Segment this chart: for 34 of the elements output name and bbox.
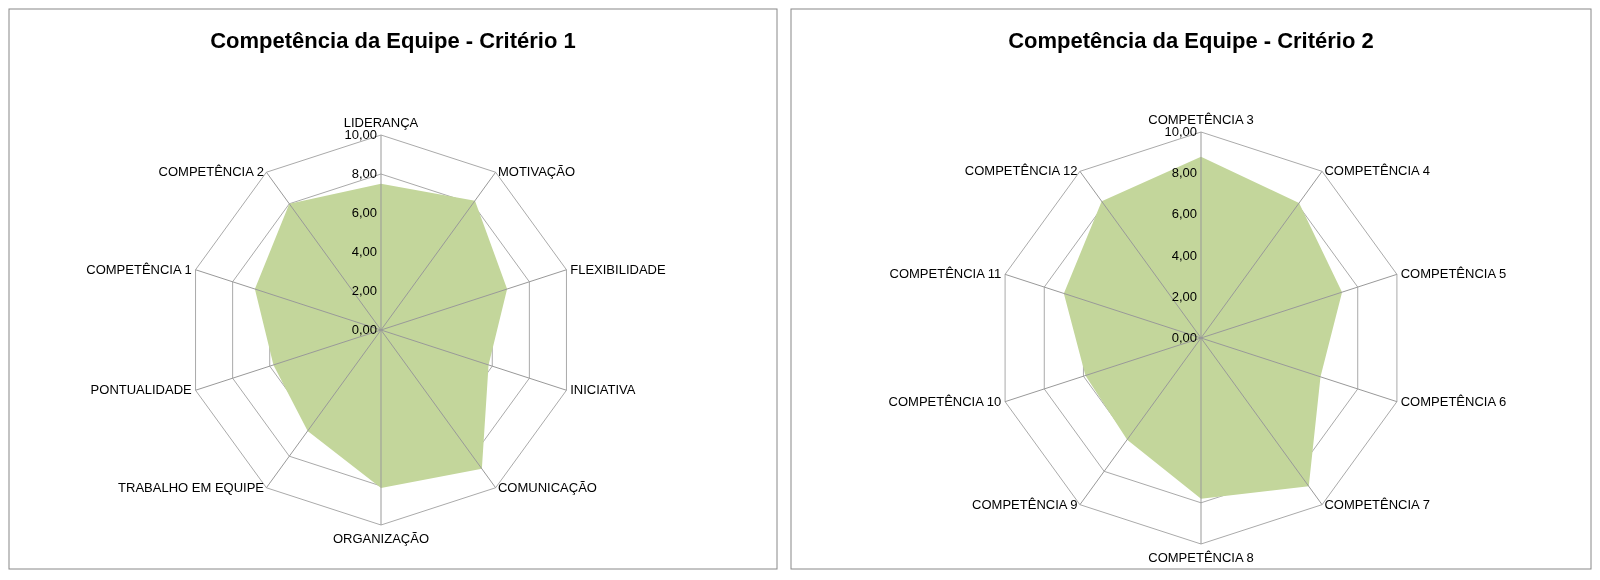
- spoke-label: TRABALHO EM EQUIPE: [118, 479, 265, 495]
- spoke-label: COMUNICAÇÃO: [497, 479, 597, 495]
- spoke-label: COMPETÊNCIA 1: [86, 261, 192, 277]
- chart-title: Competência da Equipe - Critério 1: [210, 28, 576, 53]
- y-tick-label: 2,00: [1171, 288, 1197, 304]
- spoke-label: COMPETÊNCIA 7: [1324, 496, 1430, 512]
- chart-title: Competência da Equipe - Critério 2: [1008, 28, 1374, 53]
- spoke-label: COMPETÊNCIA 6: [1400, 393, 1507, 409]
- y-tick-label: 10,00: [1164, 124, 1197, 139]
- y-tick-label: 2,00: [351, 283, 377, 298]
- spoke-label: COMPETÊNCIA 11: [889, 266, 1002, 282]
- spoke-label: COMPETÊNCIA 8: [1148, 550, 1254, 565]
- spoke-label: INICIATIVA: [570, 382, 636, 398]
- spoke-label: COMPETÊNCIA 2: [158, 164, 265, 180]
- spoke-label: PONTUALIDADE: [90, 382, 193, 398]
- y-tick-label: 4,00: [351, 244, 377, 259]
- spoke-label: COMPETÊNCIA 4: [1324, 163, 1430, 179]
- y-tick-label: 8,00: [1171, 165, 1197, 181]
- spoke-label: COMPETÊNCIA 5: [1400, 266, 1507, 282]
- y-tick-label: 0,00: [351, 322, 377, 337]
- y-tick-label: 4,00: [1171, 247, 1197, 263]
- spoke-label: COMPETÊNCIA 10: [888, 393, 1002, 409]
- y-tick-label: 6,00: [1171, 206, 1197, 222]
- spoke-label: LIDERANÇA: [343, 115, 419, 130]
- spoke-label: FLEXIBILIDADE: [570, 261, 666, 277]
- y-tick-label: 6,00: [351, 205, 377, 220]
- spoke-label: COMPETÊNCIA 12: [964, 163, 1078, 179]
- y-tick-label: 8,00: [351, 166, 377, 181]
- spoke-label: COMPETÊNCIA 3: [1148, 112, 1254, 127]
- y-tick-label: 0,00: [1171, 330, 1197, 345]
- spoke-label: COMPETÊNCIA 9: [972, 496, 1078, 512]
- spoke-label: MOTIVAÇÃO: [497, 164, 576, 180]
- y-tick-label: 10,00: [344, 127, 377, 142]
- spoke-label: ORGANIZAÇÃO: [332, 531, 430, 546]
